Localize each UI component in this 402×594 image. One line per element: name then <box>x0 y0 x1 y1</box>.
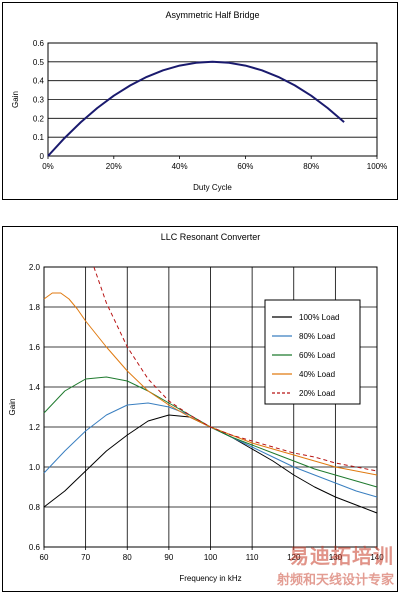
legend-label: 60% Load <box>299 351 335 360</box>
x-tick-label: 80% <box>303 162 319 171</box>
series-line-20-load <box>93 266 378 472</box>
x-tick-label: 120 <box>287 553 301 562</box>
x-tick-label: 0% <box>42 162 54 171</box>
y-tick-label: 0.5 <box>33 58 45 67</box>
x-tick-label: 80 <box>123 553 132 562</box>
x-tick-label: 100 <box>204 553 218 562</box>
legend-label: 40% Load <box>299 370 335 379</box>
y-tick-label: 1.0 <box>29 463 41 472</box>
x-tick-label: 60% <box>237 162 253 171</box>
y-tick-label: 2.0 <box>29 263 41 272</box>
chart-asymmetric-half-bridge: Asymmetric Half Bridge 0 0.1 0.2 0.3 0.4 0.5 0.… <box>11 10 387 192</box>
x-tick-label: 40% <box>172 162 188 171</box>
plot-frame <box>47 42 378 157</box>
x-tick-label: 70 <box>81 553 90 562</box>
x-tick-label: 130 <box>329 553 343 562</box>
y-tick-label: 0.6 <box>29 543 41 552</box>
y-tick-label: 0.6 <box>33 39 45 48</box>
series-line-40-load <box>43 292 378 476</box>
legend-label: 80% Load <box>299 332 335 341</box>
chart-llc-resonant-converter: LLC Resonant Converter 0.6 0.8 1.0 1.2 1.4 1.6… <box>8 232 384 583</box>
x-tick-label: 60 <box>40 553 49 562</box>
y-tick-label: 0.1 <box>33 133 45 142</box>
x-tick-label: 20% <box>106 162 122 171</box>
y-tick-label: 1.8 <box>29 303 41 312</box>
chart-panel-llc-resonant-converter: LLC Resonant Converter 0.6 0.8 1.0 1.2 1.4 1.6… <box>2 226 398 592</box>
series-line-0 <box>47 60 345 157</box>
x-tick-label: 100% <box>367 162 387 171</box>
y-tick-label: 0.2 <box>33 114 45 123</box>
x-axis-label: Duty Cycle <box>193 183 232 192</box>
y-tick-label: 0.3 <box>33 96 45 105</box>
x-axis-label: Frequency in kHz <box>179 574 241 583</box>
y-tick-label: 1.2 <box>29 423 41 432</box>
y-tick-label: 0.4 <box>33 77 45 86</box>
plot-frame <box>43 266 378 548</box>
legend-label: 20% Load <box>299 389 335 398</box>
x-tick-label: 140 <box>370 553 384 562</box>
x-tick-label: 90 <box>164 553 173 562</box>
y-tick-label: 0.8 <box>29 503 41 512</box>
y-tick-label: 1.4 <box>29 383 41 392</box>
legend-label: 100% Load <box>299 313 339 322</box>
x-tick-label: 110 <box>246 553 259 562</box>
y-axis-label: Gain <box>8 399 17 416</box>
y-axis-label: Gain <box>11 91 20 108</box>
y-tick-label: 0 <box>40 152 45 161</box>
chart-panel-asymmetric-half-bridge: Asymmetric Half Bridge 0 0.1 0.2 0.3 0.4 0.5 0.… <box>2 2 398 200</box>
y-tick-label: 1.6 <box>29 343 41 352</box>
chart-title: Asymmetric Half Bridge <box>165 10 259 20</box>
chart-title: LLC Resonant Converter <box>161 232 261 242</box>
